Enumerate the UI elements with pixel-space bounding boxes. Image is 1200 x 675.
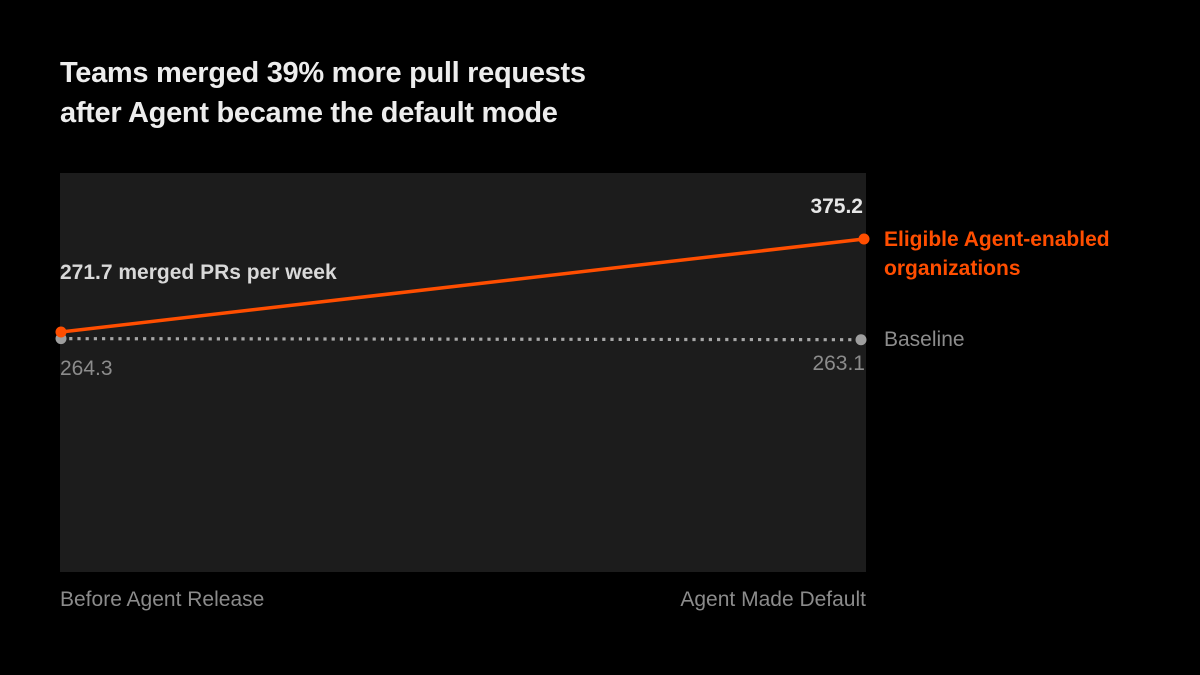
- chart-title-line-1: Teams merged 39% more pull requests: [60, 57, 586, 89]
- legend-baseline-label: Baseline: [884, 328, 965, 351]
- agent-right-value-label: 375.2: [810, 195, 863, 218]
- x-axis-label-after: Agent Made Default: [680, 588, 866, 611]
- chart-title: Teams merged 39% more pull requests afte…: [60, 53, 586, 133]
- legend-agent-series-label: Eligible Agent-enabled organizations: [884, 228, 1110, 280]
- agent-left-value-label: 271.7 merged PRs per week: [60, 261, 337, 284]
- baseline-right-value-label: 263.1: [812, 352, 865, 375]
- x-axis-label-before: Before Agent Release: [60, 588, 265, 611]
- baseline-left-value-label: 264.3: [60, 357, 113, 380]
- chart-title-line-2: after Agent became the default mode: [60, 97, 558, 129]
